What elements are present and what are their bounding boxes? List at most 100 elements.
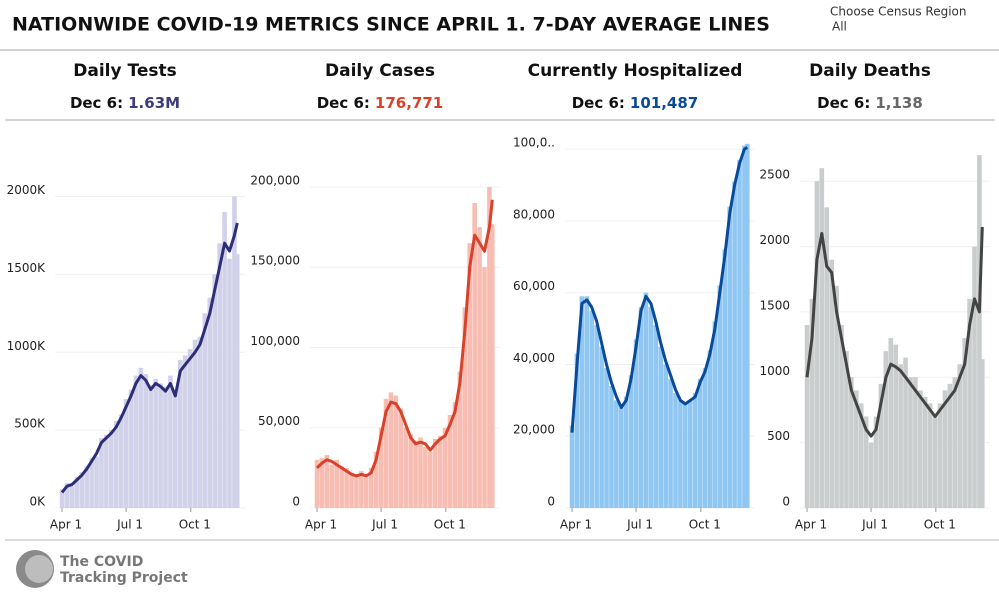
bar bbox=[574, 353, 580, 508]
bar bbox=[742, 145, 747, 508]
bar bbox=[222, 212, 227, 508]
y-tick-label: 80,000 bbox=[513, 207, 555, 221]
bar bbox=[903, 357, 908, 508]
bar bbox=[462, 307, 468, 508]
y-tick-label: 50,000 bbox=[258, 414, 300, 428]
bar bbox=[324, 455, 330, 508]
x-tick-label: Oct 1 bbox=[689, 518, 721, 532]
latest-value: 1.63M bbox=[128, 94, 180, 112]
y-tick-label: 0K bbox=[29, 495, 46, 509]
bar bbox=[668, 378, 673, 508]
bar bbox=[234, 254, 240, 508]
bar bbox=[722, 249, 728, 508]
bar bbox=[653, 325, 659, 508]
bar bbox=[388, 392, 394, 508]
latest-summary: Dec 6: 101,487 bbox=[572, 94, 699, 112]
bar bbox=[378, 427, 384, 508]
x-tick-label: Oct 1 bbox=[434, 518, 466, 532]
bar bbox=[717, 285, 723, 508]
bar bbox=[99, 437, 104, 508]
bar bbox=[447, 414, 453, 508]
bar bbox=[108, 430, 114, 508]
bar bbox=[398, 408, 404, 508]
bar bbox=[893, 344, 899, 508]
latest-summary: Dec 6: 1.63M bbox=[70, 94, 180, 112]
bar bbox=[428, 451, 433, 508]
bar bbox=[329, 464, 335, 508]
bar bbox=[814, 181, 820, 508]
bar bbox=[638, 307, 644, 508]
bar bbox=[849, 377, 854, 508]
bar bbox=[113, 420, 119, 508]
bar bbox=[839, 325, 844, 508]
y-tick-label: 500K bbox=[14, 417, 46, 431]
bar bbox=[648, 307, 654, 508]
bar bbox=[569, 425, 575, 508]
bar bbox=[487, 186, 492, 508]
bar bbox=[163, 386, 168, 508]
bar bbox=[614, 400, 619, 508]
bar bbox=[403, 427, 409, 508]
chart-title: Daily Deaths bbox=[809, 61, 931, 81]
bar bbox=[844, 351, 849, 508]
bar bbox=[148, 384, 154, 508]
bar bbox=[829, 259, 834, 508]
x-tick-label: Jul 1 bbox=[116, 518, 143, 532]
bar bbox=[898, 364, 903, 508]
bar bbox=[599, 346, 604, 508]
date-label: Dec 6: bbox=[70, 94, 123, 112]
bar bbox=[873, 416, 879, 508]
bar bbox=[123, 398, 129, 508]
bar bbox=[217, 243, 222, 508]
bar bbox=[202, 313, 208, 508]
average-line bbox=[60, 222, 239, 494]
bar bbox=[69, 486, 75, 508]
bar bbox=[64, 483, 70, 508]
logo-text: The COVID bbox=[60, 554, 143, 570]
x-tick-label: Apr 1 bbox=[795, 518, 827, 532]
bar bbox=[913, 377, 918, 508]
bar bbox=[967, 298, 972, 508]
bar bbox=[927, 403, 933, 508]
bar bbox=[423, 447, 428, 508]
region-value[interactable]: All bbox=[832, 20, 847, 34]
bar bbox=[942, 390, 948, 508]
bar bbox=[804, 325, 810, 508]
bar bbox=[663, 364, 668, 508]
y-tick-label: 2000 bbox=[759, 233, 790, 247]
bar bbox=[888, 338, 894, 508]
bar bbox=[74, 476, 80, 508]
bar bbox=[187, 349, 193, 508]
bar bbox=[687, 400, 693, 508]
bar bbox=[868, 442, 874, 508]
bar bbox=[643, 292, 649, 508]
bar bbox=[589, 310, 595, 508]
bar bbox=[584, 296, 590, 508]
bar bbox=[623, 396, 629, 508]
bar bbox=[673, 393, 678, 508]
bar bbox=[143, 374, 149, 508]
bar bbox=[227, 258, 232, 508]
bar bbox=[373, 451, 379, 508]
logo-inner bbox=[25, 555, 53, 583]
bar bbox=[707, 350, 713, 508]
bar bbox=[354, 474, 359, 508]
bar bbox=[232, 196, 237, 509]
bar bbox=[314, 459, 320, 508]
y-tick-label: 200,000 bbox=[250, 173, 300, 187]
bar bbox=[393, 395, 399, 508]
bar bbox=[408, 434, 413, 508]
bar bbox=[878, 383, 884, 508]
bar bbox=[59, 489, 65, 508]
bar bbox=[972, 246, 977, 509]
x-tick-label: Oct 1 bbox=[924, 518, 956, 532]
y-tick-label: 500 bbox=[767, 429, 790, 443]
logo-text: Tracking Project bbox=[60, 570, 188, 586]
bar bbox=[977, 155, 982, 509]
bar bbox=[177, 360, 183, 508]
bar bbox=[413, 440, 418, 508]
average-line bbox=[805, 226, 984, 438]
bar bbox=[863, 416, 869, 508]
bar bbox=[883, 351, 889, 508]
